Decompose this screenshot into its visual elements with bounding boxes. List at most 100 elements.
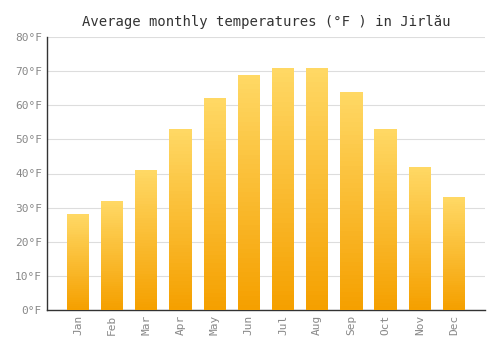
- Bar: [67, 251, 89, 253]
- Bar: [238, 202, 260, 206]
- Bar: [170, 212, 192, 216]
- Bar: [67, 241, 89, 243]
- Bar: [101, 297, 123, 299]
- Bar: [135, 243, 158, 246]
- Bar: [340, 279, 362, 284]
- Bar: [443, 206, 465, 209]
- Bar: [306, 276, 328, 281]
- Bar: [238, 159, 260, 164]
- Bar: [170, 183, 192, 187]
- Bar: [170, 209, 192, 212]
- Bar: [101, 286, 123, 288]
- Bar: [170, 303, 192, 306]
- Bar: [204, 149, 226, 153]
- Bar: [204, 297, 226, 301]
- Bar: [374, 263, 396, 266]
- Bar: [204, 276, 226, 280]
- Bar: [374, 219, 396, 223]
- Bar: [101, 256, 123, 258]
- Bar: [135, 212, 158, 215]
- Bar: [272, 242, 294, 247]
- Bar: [272, 276, 294, 281]
- Bar: [101, 290, 123, 293]
- Bar: [67, 216, 89, 218]
- Bar: [443, 308, 465, 310]
- Bar: [443, 303, 465, 306]
- Bar: [408, 307, 431, 310]
- Bar: [443, 281, 465, 283]
- Bar: [135, 301, 158, 304]
- Bar: [443, 267, 465, 270]
- Bar: [340, 205, 362, 210]
- Bar: [340, 131, 362, 135]
- Bar: [340, 183, 362, 188]
- Bar: [272, 169, 294, 174]
- Bar: [374, 140, 396, 143]
- Bar: [170, 306, 192, 310]
- Bar: [238, 183, 260, 188]
- Bar: [204, 175, 226, 179]
- Bar: [272, 111, 294, 116]
- Bar: [340, 214, 362, 218]
- Bar: [67, 233, 89, 236]
- Bar: [170, 281, 192, 285]
- Bar: [135, 254, 158, 257]
- Bar: [443, 296, 465, 299]
- Bar: [238, 239, 260, 244]
- Bar: [101, 218, 123, 220]
- Bar: [272, 305, 294, 310]
- Bar: [101, 308, 123, 310]
- Bar: [443, 287, 465, 290]
- Bar: [306, 111, 328, 116]
- Bar: [374, 209, 396, 212]
- Bar: [374, 173, 396, 176]
- Bar: [374, 234, 396, 238]
- Title: Average monthly temperatures (°F ) in Jirlău: Average monthly temperatures (°F ) in Ji…: [82, 15, 450, 29]
- Bar: [408, 301, 431, 304]
- Bar: [443, 283, 465, 285]
- Bar: [170, 234, 192, 238]
- Bar: [408, 287, 431, 290]
- Bar: [204, 264, 226, 268]
- Bar: [340, 192, 362, 196]
- Bar: [340, 144, 362, 148]
- Bar: [374, 158, 396, 162]
- Bar: [204, 306, 226, 310]
- Bar: [374, 241, 396, 245]
- Bar: [238, 216, 260, 220]
- Bar: [340, 275, 362, 279]
- Bar: [340, 253, 362, 258]
- Bar: [340, 135, 362, 140]
- Bar: [238, 272, 260, 277]
- Bar: [67, 275, 89, 278]
- Bar: [272, 266, 294, 271]
- Bar: [340, 196, 362, 201]
- Bar: [67, 239, 89, 241]
- Bar: [101, 236, 123, 238]
- Bar: [135, 251, 158, 254]
- Bar: [340, 153, 362, 157]
- Bar: [306, 155, 328, 160]
- Bar: [170, 263, 192, 266]
- Bar: [272, 92, 294, 97]
- Bar: [170, 169, 192, 173]
- Bar: [204, 280, 226, 285]
- Bar: [238, 178, 260, 183]
- Bar: [443, 265, 465, 267]
- Bar: [101, 223, 123, 225]
- Bar: [204, 98, 226, 103]
- Bar: [374, 306, 396, 310]
- Bar: [135, 198, 158, 201]
- Bar: [238, 211, 260, 216]
- Bar: [204, 128, 226, 132]
- Bar: [67, 281, 89, 283]
- Bar: [67, 222, 89, 224]
- Bar: [67, 260, 89, 262]
- Bar: [443, 224, 465, 226]
- Bar: [408, 184, 431, 187]
- Bar: [135, 187, 158, 190]
- Bar: [170, 194, 192, 198]
- Bar: [340, 96, 362, 100]
- Bar: [170, 165, 192, 169]
- Bar: [340, 297, 362, 301]
